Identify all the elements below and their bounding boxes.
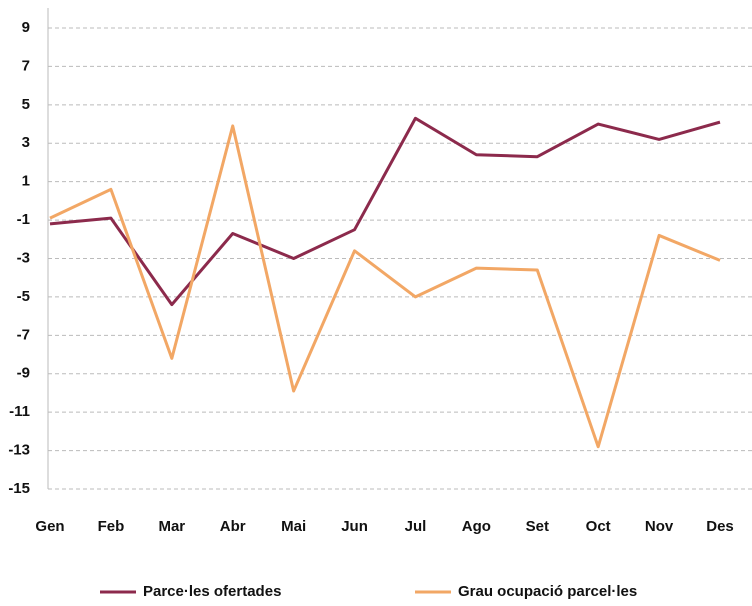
x-tick-label: Ago [462, 518, 491, 535]
x-tick-label: Gen [35, 518, 64, 535]
x-tick-label: Oct [586, 518, 611, 535]
x-tick-label: Feb [98, 518, 125, 535]
y-tick-label: -13 [8, 442, 30, 459]
series-line [49, 124, 721, 449]
x-tick-label: Mai [281, 518, 306, 535]
y-tick-label: -15 [8, 480, 30, 497]
x-tick-label: Jul [405, 518, 427, 535]
y-tick-label: -5 [17, 288, 30, 305]
y-tick-label: -3 [17, 249, 30, 266]
y-tick-label: 5 [22, 96, 30, 113]
y-tick-label: 3 [22, 134, 30, 151]
x-tick-label: Nov [645, 518, 674, 535]
y-tick-label: 9 [22, 19, 30, 36]
legend-label: Parce·les ofertades [143, 583, 281, 600]
y-tick-label: -9 [17, 365, 30, 382]
y-tick-label: 1 [22, 173, 30, 190]
y-tick-label: -1 [17, 211, 30, 228]
y-tick-label: -11 [9, 403, 30, 420]
x-tick-label: Mar [158, 518, 185, 535]
x-tick-label: Set [526, 518, 549, 535]
y-tick-label: -7 [17, 326, 30, 343]
x-tick-label: Des [706, 518, 734, 535]
y-tick-label: 7 [22, 57, 30, 74]
series-line [49, 116, 721, 307]
legend-label: Grau ocupació parcel·les [458, 583, 637, 600]
x-tick-label: Jun [341, 518, 368, 535]
x-tick-label: Abr [220, 518, 246, 535]
